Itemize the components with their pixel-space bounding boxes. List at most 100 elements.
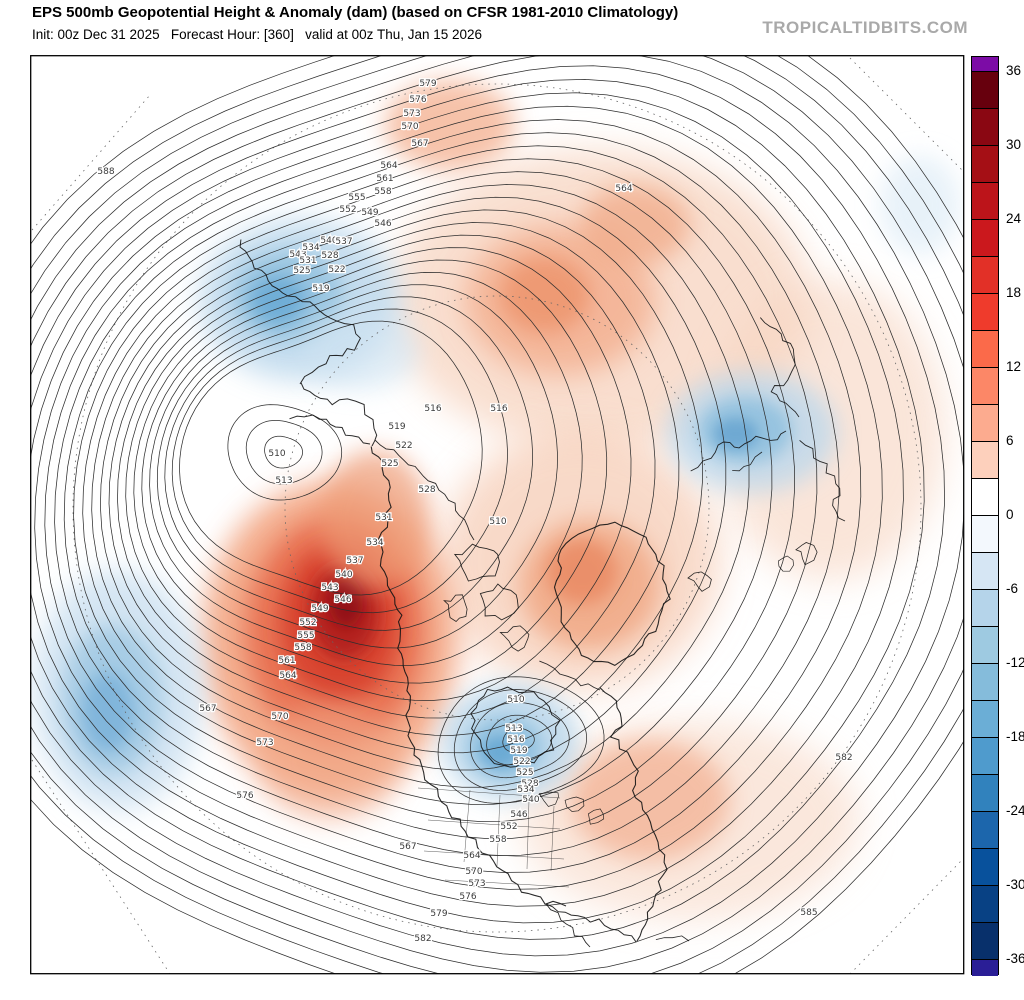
colorbar-segment — [972, 812, 998, 849]
state-border — [496, 794, 501, 867]
colorbar-segment — [972, 664, 998, 701]
height-contour-label: 519 — [388, 422, 405, 432]
coastline — [453, 543, 500, 582]
state-border — [463, 789, 471, 863]
positive-anomaly-region — [329, 577, 363, 627]
height-contour-label: 564 — [615, 184, 632, 194]
closed-low-contour — [227, 404, 343, 501]
colorbar-segment — [972, 923, 998, 960]
height-contour — [179, 320, 483, 596]
coastline — [538, 791, 559, 807]
height-contour — [30, 55, 964, 973]
height-contour-label: 510 — [489, 517, 506, 527]
colorbar-tick-label: -24 — [1006, 803, 1024, 819]
height-contour-label: 549 — [311, 604, 328, 614]
colorbar-segment — [972, 960, 998, 976]
colorbar-segment — [972, 109, 998, 146]
colorbar-segment — [972, 627, 998, 664]
height-contour-label: 516 — [507, 735, 524, 745]
height-contour-label: 543 — [289, 250, 306, 260]
height-contour-label: 573 — [468, 879, 485, 889]
height-contour-label: 522 — [395, 441, 412, 451]
negative-anomaly-region — [300, 310, 420, 390]
anomaly-shading-layer — [33, 80, 960, 920]
height-contour-label: 582 — [835, 753, 852, 763]
colorbar-segment — [972, 72, 998, 109]
height-contour-label: 576 — [459, 892, 476, 902]
height-contour-label: 558 — [489, 835, 506, 845]
positive-anomaly-region — [547, 540, 617, 604]
state-border — [427, 819, 561, 830]
height-contour-label: 567 — [399, 842, 416, 852]
height-contour — [34, 105, 883, 890]
negative-anomaly-region — [714, 418, 758, 450]
height-contour — [73, 158, 795, 822]
height-contour-label: 540 — [522, 795, 539, 805]
coastline — [588, 808, 605, 825]
colorbar-segment — [972, 516, 998, 553]
latitude-circle — [72, 83, 922, 933]
coastline — [690, 430, 787, 472]
height-contour-label: 519 — [510, 746, 527, 756]
state-borders-layer — [417, 787, 570, 888]
height-contour — [30, 92, 904, 907]
height-contour-label: 585 — [800, 908, 817, 918]
height-contour-label: 519 — [312, 284, 329, 294]
colorbar-segments — [971, 56, 999, 976]
colorbar-segment — [972, 479, 998, 516]
colorbar-segment — [972, 886, 998, 923]
meridian-line — [849, 57, 963, 171]
height-contour-label: 516 — [490, 404, 507, 414]
coastline — [799, 440, 846, 522]
closed-low-contour — [502, 727, 535, 753]
colorbar-tick-label: 18 — [1006, 285, 1022, 301]
coastline — [545, 903, 591, 948]
height-contour-label: 534 — [302, 243, 319, 253]
height-contour — [30, 79, 925, 924]
negative-anomaly-region — [880, 155, 960, 255]
height-contour — [82, 171, 773, 805]
height-contour-label: 558 — [374, 187, 391, 197]
height-contour-label: 567 — [199, 704, 216, 714]
coastline — [239, 239, 362, 385]
height-contour-label: 552 — [299, 618, 316, 628]
height-contour — [108, 209, 703, 754]
height-contour-label: 564 — [279, 671, 296, 681]
height-contour — [63, 145, 818, 839]
colorbar-segment — [972, 405, 998, 442]
colorbar-segment — [972, 553, 998, 590]
height-contour-label: 546 — [334, 595, 351, 605]
height-contour — [100, 196, 727, 771]
height-contour — [44, 119, 862, 873]
anomaly-colorbar: 36 30 24 18 12 6 0 -6 -12 -18 -24 -30 -36 — [971, 56, 1024, 976]
colorbar-tick-label: -36 — [1006, 951, 1024, 967]
height-contour-label: 567 — [411, 139, 428, 149]
height-contour — [30, 55, 964, 974]
state-border — [417, 787, 561, 799]
state-border — [550, 805, 555, 872]
site-watermark: TROPICALTIDBITS.COM — [762, 18, 968, 37]
height-contour-label: 558 — [294, 643, 311, 653]
coastline — [564, 796, 585, 812]
height-contour-label: 540 — [335, 570, 352, 580]
colorbar-segment — [972, 57, 998, 72]
coastline — [545, 903, 637, 943]
height-contour — [30, 55, 964, 974]
height-contour-label: 579 — [419, 79, 436, 89]
height-contour-label: 510 — [507, 695, 524, 705]
positive-anomaly-region — [320, 450, 430, 590]
coastline — [655, 935, 690, 942]
height-contour — [141, 259, 608, 684]
height-contour-label: 510 — [268, 449, 285, 459]
height-contour-label: 555 — [348, 193, 365, 203]
state-border — [423, 850, 565, 860]
coastline — [732, 451, 763, 472]
coastline — [300, 382, 378, 447]
graticule-layer — [31, 57, 963, 974]
height-contour-label: 546 — [510, 810, 527, 820]
coastline — [470, 686, 561, 768]
height-contour-label: 570 — [401, 122, 418, 132]
closed-low-contour — [486, 714, 553, 766]
